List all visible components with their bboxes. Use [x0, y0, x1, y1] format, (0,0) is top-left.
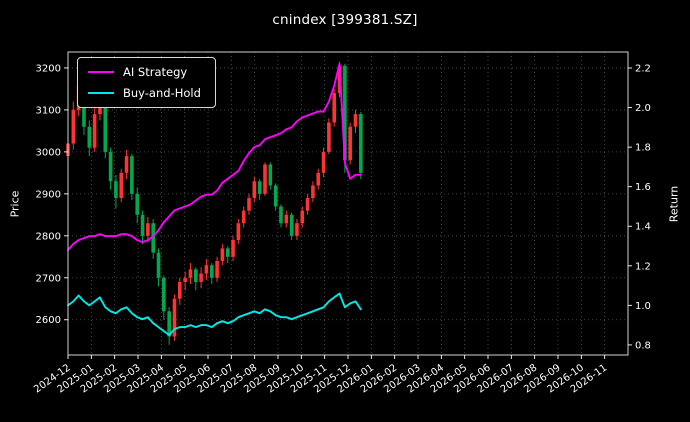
svg-text:0.8: 0.8	[635, 340, 651, 351]
legend-label-buy-and-hold: Buy-and-Hold	[123, 86, 201, 100]
svg-text:1.8: 1.8	[635, 143, 651, 154]
svg-text:1.4: 1.4	[635, 222, 651, 233]
chart-title: cnindex [399381.SZ]	[272, 12, 418, 28]
svg-text:2600: 2600	[36, 315, 61, 326]
svg-text:1.2: 1.2	[635, 261, 651, 272]
svg-text:3000: 3000	[36, 147, 61, 158]
y-axis-label-return: Return	[667, 185, 681, 223]
buy-and-hold-line	[67, 292, 362, 336]
svg-text:2900: 2900	[36, 189, 61, 200]
svg-text:3100: 3100	[36, 105, 61, 116]
legend-item-ai-strategy: AI Strategy	[88, 65, 201, 79]
y-axis-label-price: Price	[8, 190, 22, 218]
ai-strategy-line	[67, 63, 362, 251]
chart-legend: AI Strategy Buy-and-Hold	[77, 57, 216, 108]
svg-text:1.6: 1.6	[635, 182, 651, 193]
ai-strategy-line-swatch	[88, 71, 114, 73]
svg-text:2700: 2700	[36, 273, 61, 284]
svg-text:2.2: 2.2	[635, 64, 651, 75]
svg-text:2800: 2800	[36, 231, 61, 242]
svg-text:2.0: 2.0	[635, 103, 651, 114]
buy-and-hold-line-swatch	[88, 92, 114, 94]
svg-text:1.0: 1.0	[635, 301, 651, 312]
legend-item-buy-and-hold: Buy-and-Hold	[88, 86, 201, 100]
svg-text:3200: 3200	[36, 63, 61, 74]
legend-label-ai-strategy: AI Strategy	[123, 65, 188, 79]
